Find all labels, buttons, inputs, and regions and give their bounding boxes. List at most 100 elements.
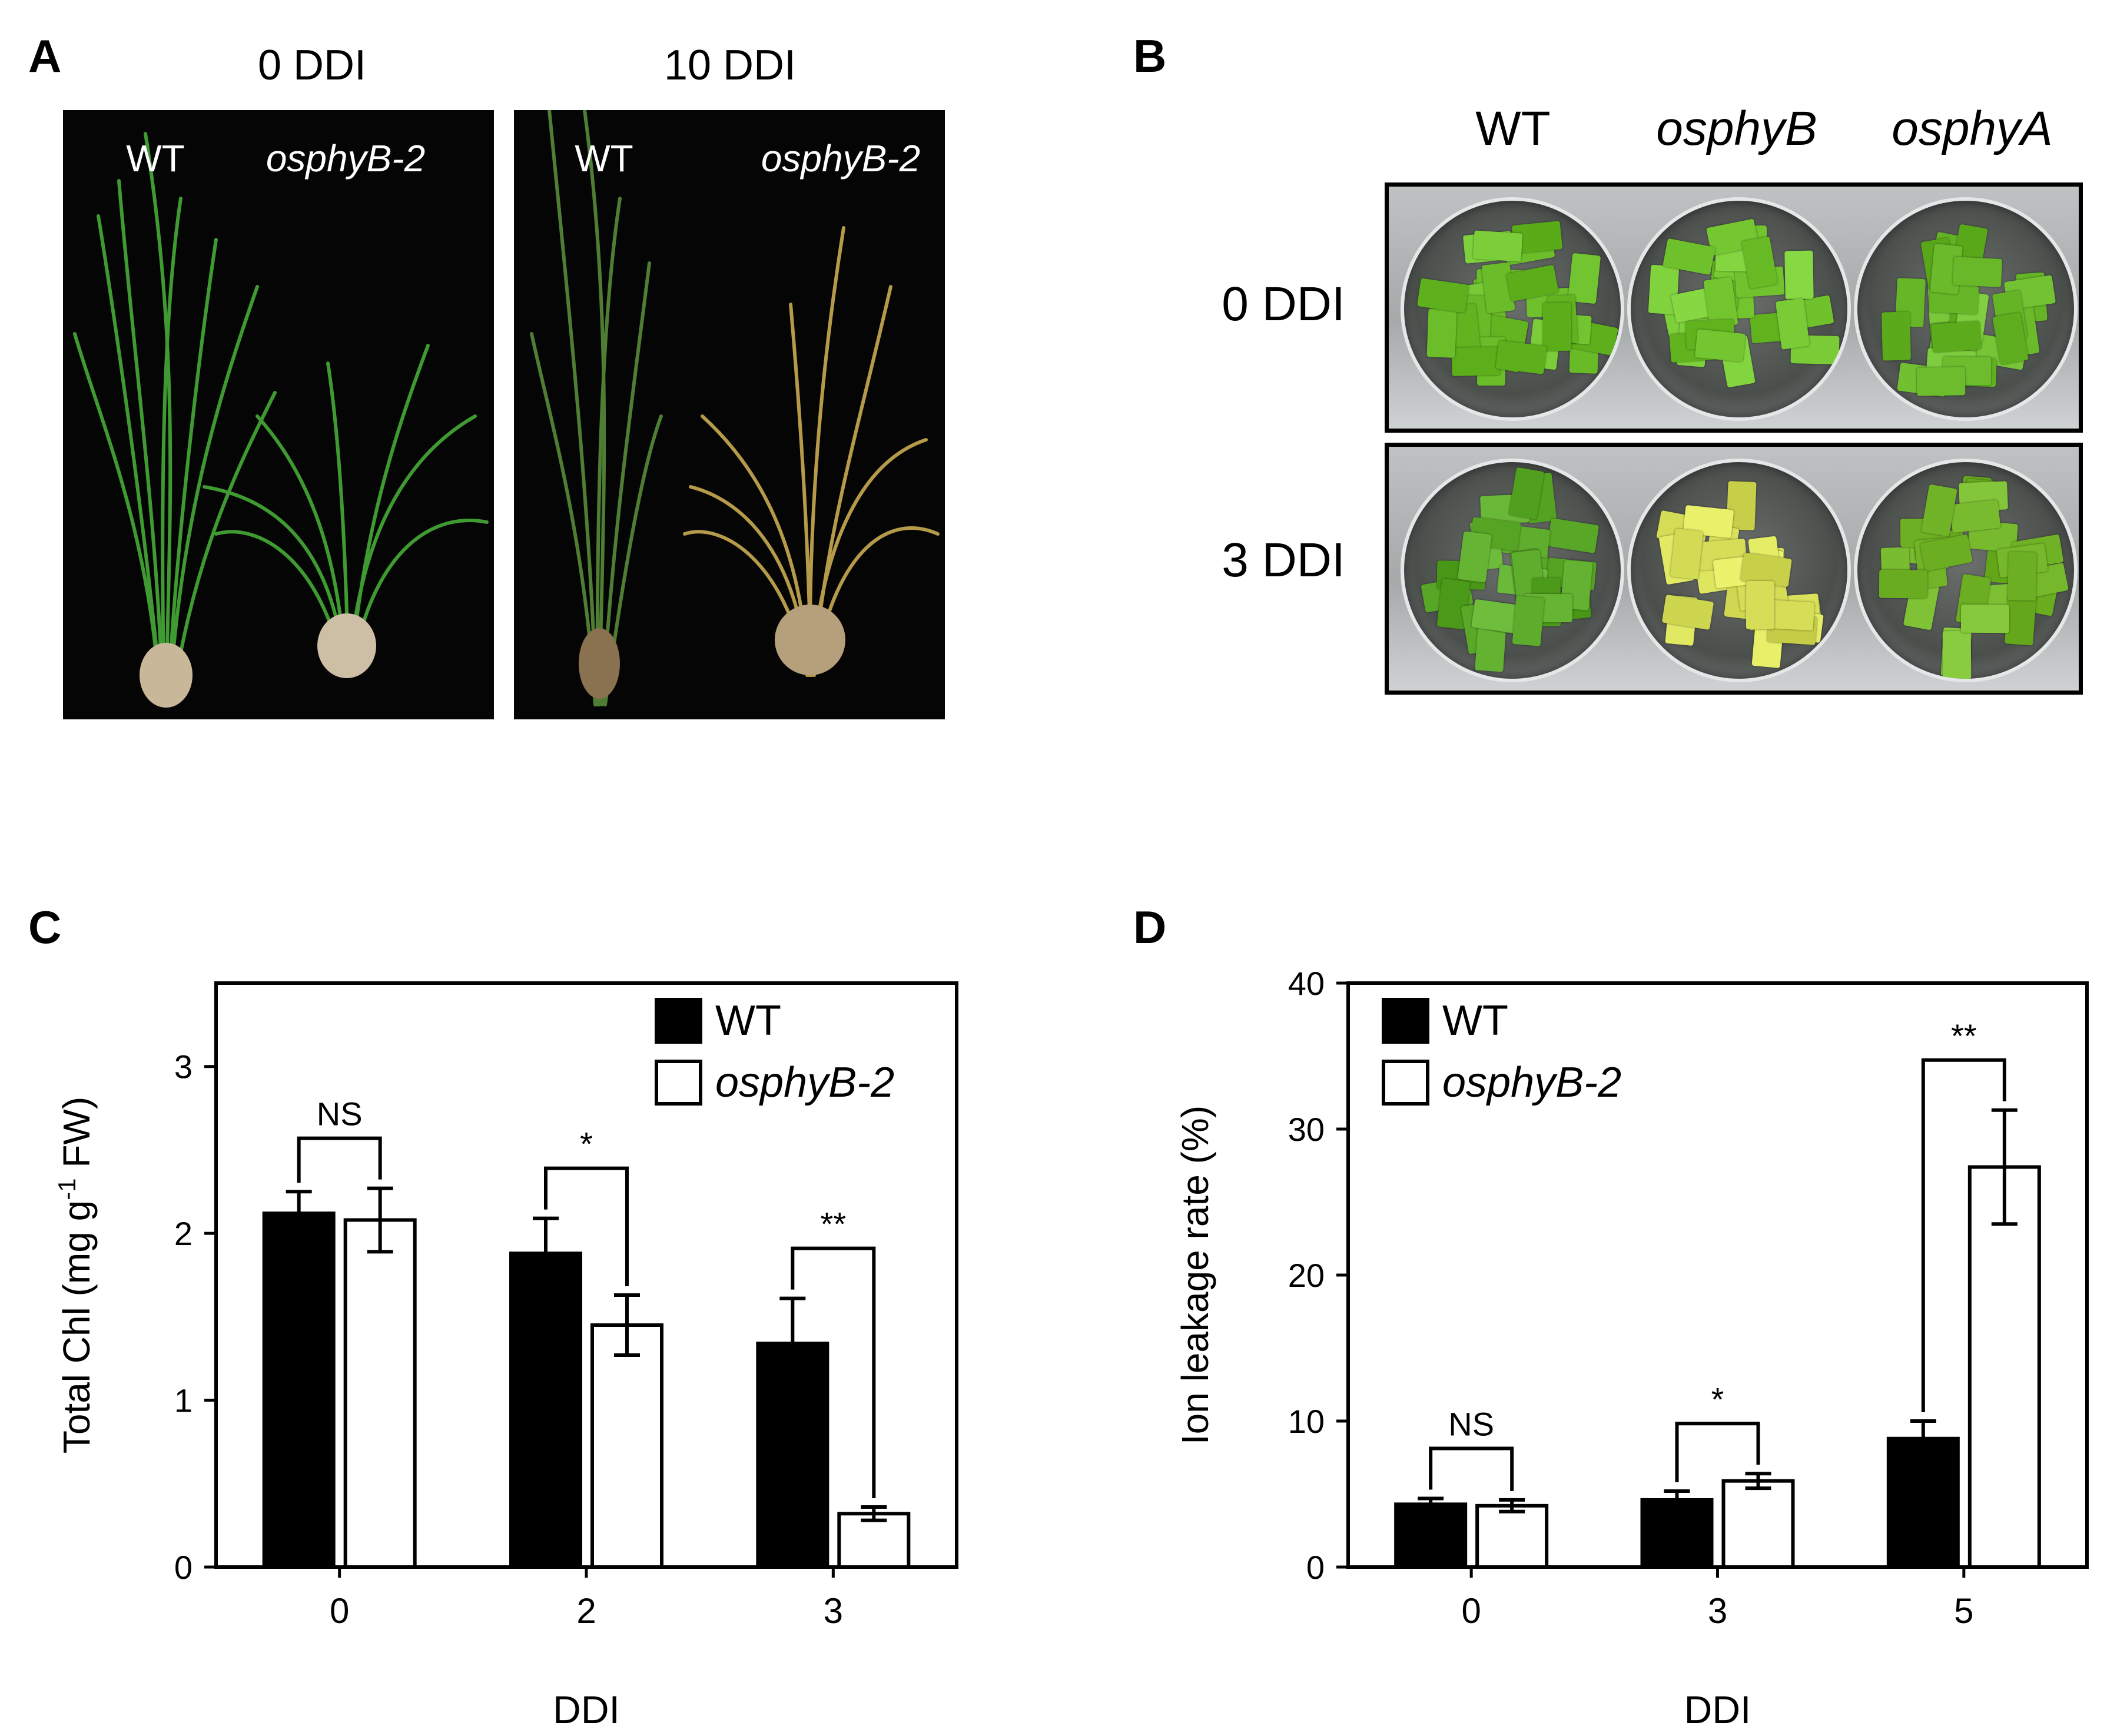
panel-b-col-osphyb: osphyB [1656, 102, 1817, 155]
chart-ion-leakage: 0 10 20 30 40 0 NS 3 * 5 ** DDI Ion leakage rate (%)… [1174, 965, 2089, 1731]
bar [837, 1512, 911, 1569]
bar [509, 1252, 582, 1569]
leaf-segment [1943, 630, 1972, 679]
significance-bracket [1429, 1446, 1514, 1491]
bar [262, 1211, 336, 1569]
leaf-segment [2008, 552, 2037, 601]
legend-swatch [1382, 998, 1429, 1044]
chart-total-chl: 0 1 2 3 0 NS 2 * 3 ** DDI Total Chl (mg g-1 FW) WT os… [53, 981, 958, 1731]
significance-label: * [580, 1126, 593, 1163]
photo-10-label-osphyb2: osphyB-2 [761, 137, 921, 180]
leaf-plate-0ddi [1385, 182, 2083, 433]
significance-bracket [1675, 1422, 1760, 1483]
significance-bracket [544, 1166, 629, 1287]
leaf-segment [1950, 499, 2001, 533]
panel-b-col-wt: WT [1475, 102, 1551, 155]
well-1-1 [1627, 459, 1851, 682]
x-axis-label: DDI [1684, 1688, 1751, 1731]
legend-label: osphyB-2 [1442, 1059, 1621, 1106]
y-axis-label: Ion leakage rate (%) [1174, 1106, 1216, 1445]
significance-label: NS [317, 1096, 363, 1133]
panel-c-letter: C [28, 901, 62, 953]
bar [1967, 1165, 2041, 1569]
leaf-segment [1495, 340, 1548, 374]
significance-bracket [1921, 1058, 2006, 1412]
leaf-segment [1694, 328, 1746, 362]
x-tick-label: 2 [576, 1591, 596, 1631]
leaf-segment [2005, 595, 2037, 646]
leaf-segment [1746, 580, 1775, 629]
significance-label: NS [1448, 1405, 1494, 1442]
panel-b-row-0ddi: 0 DDI [1222, 277, 1345, 331]
significance-label: ** [1951, 1017, 1977, 1054]
significance-label: * [1711, 1380, 1724, 1418]
photo-0-label-wt: WT [126, 137, 185, 180]
photo-10-ddi: WT osphyB-2 [514, 110, 945, 719]
y-tick-label: 20 [1288, 1257, 1325, 1294]
y-tick-label: 3 [174, 1048, 193, 1086]
leaf-segment [1952, 256, 2002, 287]
y-tick-label: 40 [1288, 965, 1325, 1002]
well-0-2 [1854, 197, 2078, 421]
y-axis-label: Total Chl (mg g-1 FW) [53, 1097, 98, 1453]
y-tick-label: 0 [1306, 1549, 1325, 1586]
x-tick-label: 0 [330, 1591, 349, 1631]
x-tick-label: 3 [824, 1591, 843, 1631]
well-1-2 [1854, 459, 2078, 682]
photo-0-label-osphyb2: osphyB-2 [266, 137, 426, 180]
leaf-segment [1784, 250, 1814, 300]
legend-swatch [1382, 1060, 1429, 1106]
panel-a-letter: A [28, 30, 62, 82]
bar [590, 1323, 663, 1569]
bar [1394, 1502, 1468, 1569]
leaf-segment [1960, 604, 2009, 633]
x-tick-label: 3 [1708, 1591, 1727, 1631]
leaf-plate-3ddi [1385, 443, 2083, 695]
panel-b-col-osphya: osphyA [1892, 102, 2053, 155]
leaf-segment [1670, 529, 1704, 580]
x-tick-label: 5 [1954, 1591, 1973, 1631]
leaf-segment [1472, 230, 1523, 262]
y-tick-label: 1 [174, 1382, 193, 1419]
leaf-segment [1879, 569, 1927, 598]
well-0-0 [1401, 197, 1624, 421]
panel-b-letter: B [1133, 30, 1167, 82]
y-tick-label: 10 [1288, 1403, 1325, 1440]
leaf-segment [1930, 321, 1982, 353]
leaf-segment [1512, 595, 1545, 646]
leaf-segment [1916, 367, 1966, 396]
x-tick-label: 0 [1461, 1591, 1481, 1631]
panel-b-row-3ddi: 3 DDI [1222, 533, 1345, 587]
legend-label: WT [715, 997, 781, 1044]
panel-a-condition-10: 10 DDI [663, 42, 797, 89]
bar [343, 1218, 417, 1569]
rice-plants-10-ddi-image [530, 110, 940, 706]
legend-swatch [655, 1060, 702, 1106]
bar [1475, 1503, 1549, 1569]
significance-bracket [297, 1136, 382, 1183]
bar [1721, 1479, 1795, 1569]
y-tick-label: 30 [1288, 1111, 1325, 1148]
leaf-segment [1451, 346, 1501, 376]
panel-d-letter: D [1133, 901, 1167, 953]
leaf-segment [1416, 277, 1469, 313]
legend-label: osphyB-2 [715, 1059, 894, 1106]
leaf-segment [1542, 302, 1572, 351]
y-tick-label: 2 [174, 1215, 193, 1252]
well-1-0 [1401, 459, 1624, 682]
bar [1886, 1436, 1960, 1569]
x-axis-label: DDI [553, 1688, 620, 1731]
y-tick-label: 0 [174, 1549, 193, 1586]
photo-0-ddi: WT osphyB-2 [63, 110, 494, 719]
significance-bracket [791, 1246, 876, 1498]
photo-10-label-wt: WT [575, 137, 633, 180]
leaf-segment [1882, 311, 1912, 361]
well-0-1 [1627, 197, 1851, 421]
rice-plants-0-ddi-image [73, 132, 489, 708]
significance-label: ** [821, 1206, 847, 1243]
legend-swatch [655, 998, 702, 1044]
legend-label: WT [1442, 997, 1508, 1044]
leaf-segment [1457, 531, 1492, 583]
leaf-segment [1426, 308, 1457, 359]
leaf-segment [1547, 518, 1599, 554]
